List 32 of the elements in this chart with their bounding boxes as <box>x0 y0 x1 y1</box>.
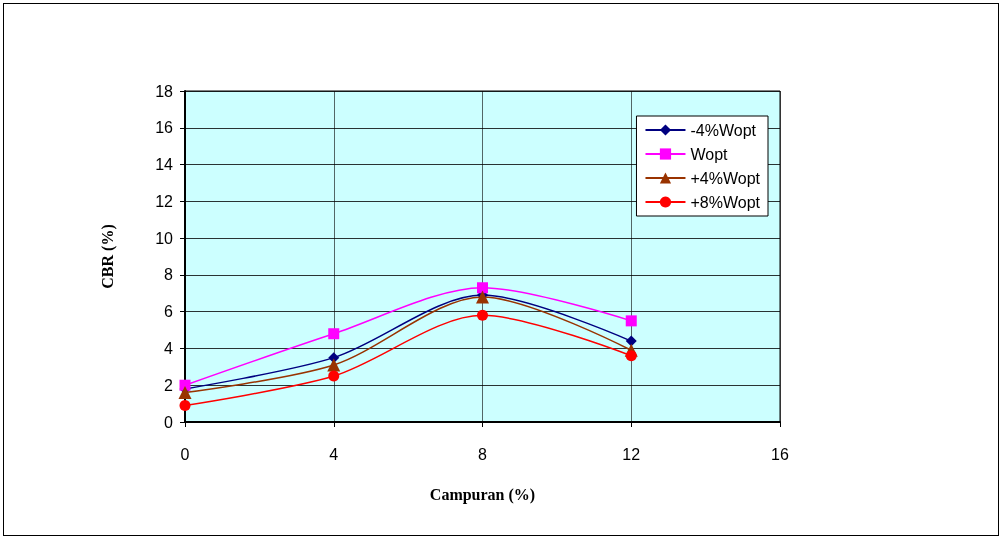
point <box>328 328 340 340</box>
legend-label: Wopt <box>690 145 729 163</box>
point <box>477 282 488 294</box>
y-tick-label: 2 <box>164 376 174 394</box>
x-tick-label: 8 <box>478 445 488 463</box>
y-tick-label: 0 <box>164 413 174 431</box>
x-tick-label: 12 <box>622 445 641 463</box>
y-tick-label: 6 <box>164 303 174 321</box>
legend-label: +8%Wopt <box>690 193 761 211</box>
y-tick-label: 18 <box>155 82 174 100</box>
x-tick-label: 0 <box>180 445 190 463</box>
point <box>625 350 637 362</box>
y-tick-label: 16 <box>155 119 174 137</box>
x-tick-label: 16 <box>771 445 789 463</box>
y-tick-label: 4 <box>164 339 174 357</box>
y-tick-label: 10 <box>155 229 174 247</box>
point <box>625 335 637 347</box>
point <box>625 315 637 327</box>
y-tick-label: 12 <box>155 192 174 210</box>
point <box>178 386 192 400</box>
point <box>477 309 488 321</box>
y-axis-title: CBR (%) <box>98 224 117 289</box>
y-tick-label: 14 <box>155 156 174 174</box>
x-axis-title: Campuran (%) <box>429 485 536 504</box>
legend-label: +4%Wopt <box>690 169 761 187</box>
point <box>179 399 191 411</box>
legend-label: -4%Wopt <box>690 121 757 139</box>
point <box>328 370 340 382</box>
x-tick-label: 4 <box>329 445 339 463</box>
y-tick-label: 8 <box>164 266 174 284</box>
point <box>179 379 191 391</box>
point <box>327 358 341 372</box>
